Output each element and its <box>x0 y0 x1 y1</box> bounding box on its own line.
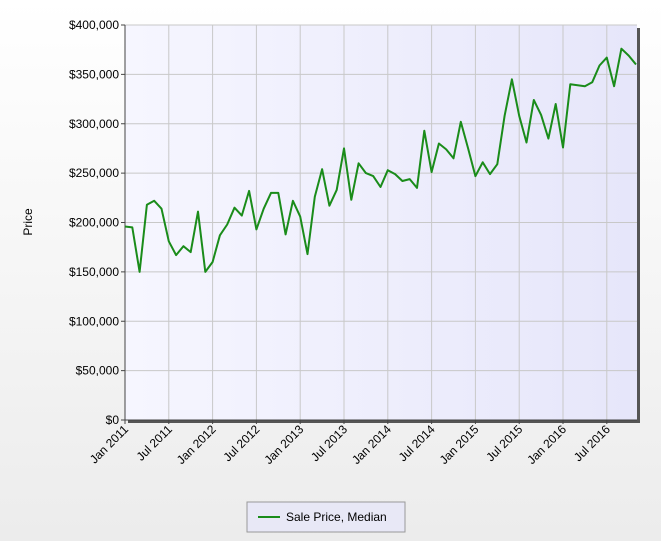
y-tick-label: $150,000 <box>69 265 119 279</box>
y-tick-label: $100,000 <box>69 314 119 328</box>
y-tick-label: $300,000 <box>69 117 119 131</box>
y-tick-label: $350,000 <box>69 67 119 81</box>
legend: Sale Price, Median <box>246 501 406 533</box>
legend-label: Sale Price, Median <box>286 510 387 524</box>
y-tick-label: $50,000 <box>76 364 120 378</box>
series-line <box>124 47 637 273</box>
y-axis-label: Price <box>21 208 35 236</box>
y-tick-label: $200,000 <box>69 216 119 230</box>
y-tick-label: $250,000 <box>69 166 119 180</box>
y-tick-label: $0 <box>106 413 120 427</box>
y-tick-label: $400,000 <box>69 18 119 32</box>
